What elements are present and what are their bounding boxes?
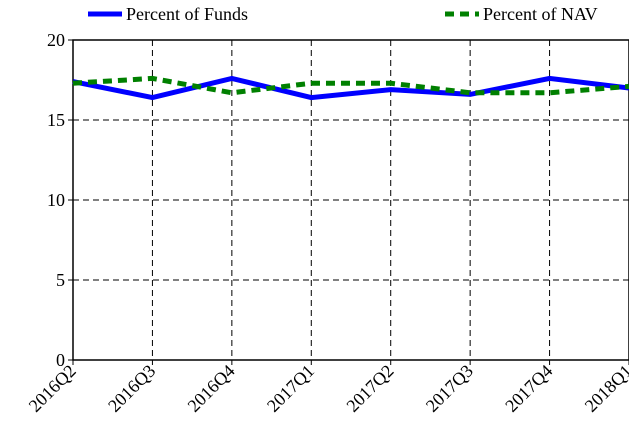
x-tick-label: 2016Q2 — [25, 361, 80, 416]
y-tick-label: 10 — [47, 190, 65, 210]
y-tick-label: 0 — [56, 350, 65, 370]
x-tick-label: 2017Q4 — [501, 361, 556, 416]
x-tick-label: 2016Q4 — [184, 361, 239, 416]
x-tick-label: 2018Q1 — [581, 361, 629, 416]
legend-label: Percent of Funds — [126, 4, 248, 24]
x-tick-label: 2017Q2 — [342, 361, 397, 416]
y-tick-label: 15 — [47, 110, 65, 130]
x-tick-label: 2017Q3 — [422, 361, 477, 416]
x-tick-label: 2017Q1 — [263, 361, 318, 416]
y-tick-label: 5 — [56, 270, 65, 290]
series-line — [72, 75, 629, 96]
x-tick-label: 2016Q3 — [104, 361, 159, 416]
plot-frame — [72, 39, 629, 361]
legend-label: Percent of NAV — [483, 4, 598, 24]
series-line — [72, 75, 629, 101]
y-tick-label: 20 — [47, 30, 65, 50]
